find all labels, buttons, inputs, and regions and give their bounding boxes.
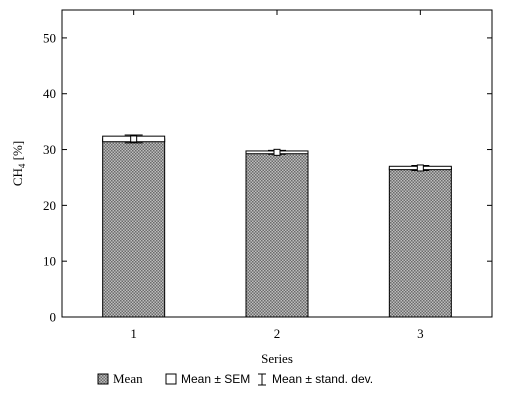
- y-tick-label-30: 30: [43, 142, 56, 157]
- legend-sem-swatch: [165, 373, 177, 385]
- y-tick-label-50: 50: [43, 30, 56, 45]
- legend-mean-swatch: [97, 373, 109, 385]
- legend-mean-label: Mean: [113, 371, 143, 386]
- x-tick-label-2: 2: [274, 326, 281, 341]
- y-axis-title-subscript: 4: [17, 163, 27, 168]
- y-axis-title: CH4 [%]: [10, 141, 27, 186]
- x-tick-label-1: 1: [130, 326, 137, 341]
- mean-marker-2: [273, 148, 281, 156]
- bar-2: [245, 151, 309, 318]
- legend-sd-icon: [258, 373, 266, 386]
- y-tick-label-40: 40: [43, 86, 56, 101]
- bars: [102, 134, 452, 318]
- y-axis-title-unit: [%]: [10, 141, 25, 164]
- x-axis-title: Series: [261, 351, 293, 366]
- y-axis: 0 10 20 30 40 50: [43, 30, 492, 325]
- y-axis-title-main: CH: [10, 168, 25, 186]
- y-tick-label-20: 20: [43, 198, 56, 213]
- legend-sd-label: Mean ± stand. dev.: [272, 372, 373, 386]
- y-tick-label-0: 0: [50, 310, 57, 325]
- y-tick-label-10: 10: [43, 254, 56, 269]
- mean-marker-3: [416, 164, 424, 172]
- bar-1: [102, 138, 166, 318]
- bar-3: [388, 167, 452, 318]
- mean-marker-1: [130, 135, 138, 143]
- legend-sem-label: Mean ± SEM: [181, 372, 250, 386]
- x-tick-label-3: 3: [417, 326, 424, 341]
- legend: Mean Mean ± SEM Mean ± stand. dev.: [97, 371, 373, 386]
